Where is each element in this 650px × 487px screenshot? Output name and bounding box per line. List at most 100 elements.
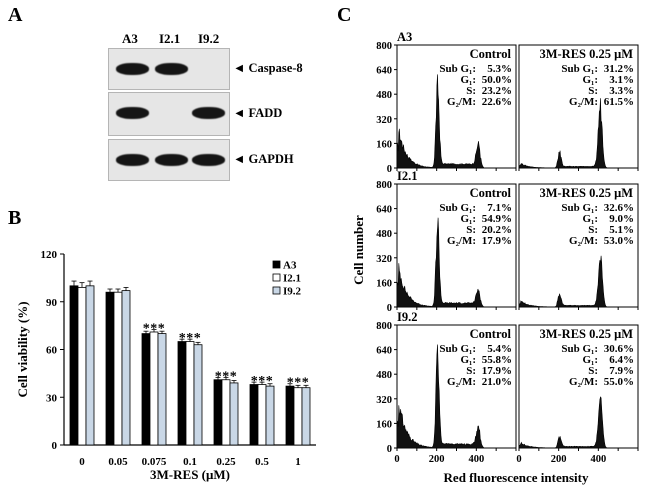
legend-swatch (272, 273, 281, 282)
x-tick-label: 0.05 (108, 456, 128, 468)
x-axis-label: 3M-RES (μM) (150, 467, 230, 482)
histogram-title: Control (470, 327, 512, 341)
phase-value: 3.3% (609, 85, 634, 97)
legend-swatch (272, 286, 281, 295)
y-tick-label: 480 (376, 370, 392, 381)
histogram-frame (396, 324, 517, 449)
phase-label: G₁: (582, 213, 598, 225)
histogram-trace (518, 255, 638, 308)
phase-value: 54.9% (482, 213, 512, 225)
phase-value: 55.0% (604, 376, 634, 388)
y-tick-label: 480 (376, 229, 392, 240)
phase-label: G₂/M: (569, 376, 598, 388)
wb-marker: ◄ (233, 106, 246, 120)
wb-row-fadd (108, 92, 230, 136)
phase-value: 61.5% (604, 96, 634, 108)
phase-label: Sub G₁: (439, 63, 476, 75)
y-tick-label: 480 (376, 90, 392, 101)
x-tick-label: 0 (79, 456, 85, 468)
histogram-frame (518, 44, 639, 169)
y-tick-label: 800 (376, 180, 392, 191)
y-tick-label: 320 (376, 395, 392, 406)
histogram-frame (396, 44, 517, 169)
y-tick-label: 800 (376, 321, 392, 332)
significance-marker: *** (287, 376, 310, 391)
phase-value: 32.6% (604, 202, 634, 214)
histogram-trace (396, 344, 516, 449)
y-tick-label: 30 (46, 392, 58, 404)
cell-line-label: A3 (397, 30, 412, 44)
phase-value: 55.8% (482, 354, 512, 366)
phase-label: G₁: (460, 74, 476, 86)
wb-row-gapdh (108, 139, 230, 181)
wb-lane-i21: I2.1 (159, 31, 181, 46)
histogram-trace (518, 98, 638, 169)
significance-marker: *** (143, 322, 166, 337)
phase-value: 53.0% (604, 235, 634, 247)
phase-label: S: (466, 365, 476, 377)
phase-label: G₂/M: (569, 235, 598, 247)
histogram-title: 3M-RES 0.25 μM (539, 186, 633, 200)
significance-marker: *** (215, 369, 238, 384)
phase-value: 3.1% (609, 74, 634, 86)
wb-label-caspase8: ◄ Caspase-8 (233, 61, 303, 76)
phase-label: G₂/M: (447, 376, 476, 388)
y-tick-label: 640 (376, 66, 392, 77)
x-tick-label: 0.25 (216, 456, 236, 468)
y-tick-label: 320 (376, 115, 392, 126)
wb-label-text: GAPDH (248, 152, 294, 166)
phase-label: G₂/M: (447, 96, 476, 108)
histogram-title: 3M-RES 0.25 μM (539, 47, 633, 61)
x-tick-label: 0.1 (183, 456, 197, 468)
phase-label: S: (588, 85, 598, 97)
histogram-title: 3M-RES 0.25 μM (539, 327, 633, 341)
panel-letter-b: B (8, 207, 22, 229)
histogram-frame (518, 324, 639, 449)
x-tick-label: 0.5 (255, 456, 269, 468)
legend-swatch (272, 260, 281, 269)
phase-value: 21.0% (482, 376, 512, 388)
y-tick-label: 640 (376, 205, 392, 216)
y-tick-label: 640 (376, 346, 392, 357)
phase-label: S: (588, 365, 598, 377)
phase-value: 7.9% (609, 365, 634, 377)
y-tick-label: 160 (376, 139, 392, 150)
cell-line-label: I9.2 (397, 310, 418, 324)
phase-value: 5.4% (487, 343, 512, 355)
phase-label: Sub G₁: (561, 63, 598, 75)
phase-value: 31.2% (604, 63, 634, 75)
histogram-trace (396, 217, 516, 308)
x-tick-label: 200 (551, 454, 567, 465)
x-tick-label: 0.075 (142, 456, 167, 468)
y-tick-label: 0 (52, 440, 58, 452)
x-tick-label: 400 (590, 454, 606, 465)
y-tick-label: 60 (46, 345, 58, 357)
phase-label: Sub G₁: (439, 343, 476, 355)
y-tick-label: 120 (41, 249, 58, 261)
phase-label: Sub G₁: (561, 202, 598, 214)
phase-label: G₁: (460, 213, 476, 225)
x-tick-label: 1 (295, 456, 301, 468)
wb-band (116, 154, 149, 166)
wb-marker: ◄ (233, 61, 246, 75)
wb-label-text: FADD (248, 106, 283, 120)
phase-value: 17.9% (482, 235, 512, 247)
phase-value: 22.6% (482, 96, 512, 108)
phase-value: 20.2% (482, 224, 512, 236)
phase-label: G₂/M: (447, 235, 476, 247)
wb-band (116, 63, 149, 75)
phase-label: G₂/M: (569, 96, 598, 108)
phase-label: S: (466, 85, 476, 97)
histogram-trace (396, 74, 516, 169)
phase-value: 7.1% (487, 202, 512, 214)
phase-value: 6.4% (609, 354, 634, 366)
y-tick-label: 0 (387, 164, 392, 175)
y-tick-label: 0 (387, 444, 392, 455)
wb-label-gapdh: ◄ GAPDH (233, 152, 294, 167)
phase-label: S: (588, 224, 598, 236)
y-axis-label: Cell number (351, 215, 366, 285)
x-tick-label: 0 (394, 454, 399, 465)
phase-label: Sub G₁: (439, 202, 476, 214)
